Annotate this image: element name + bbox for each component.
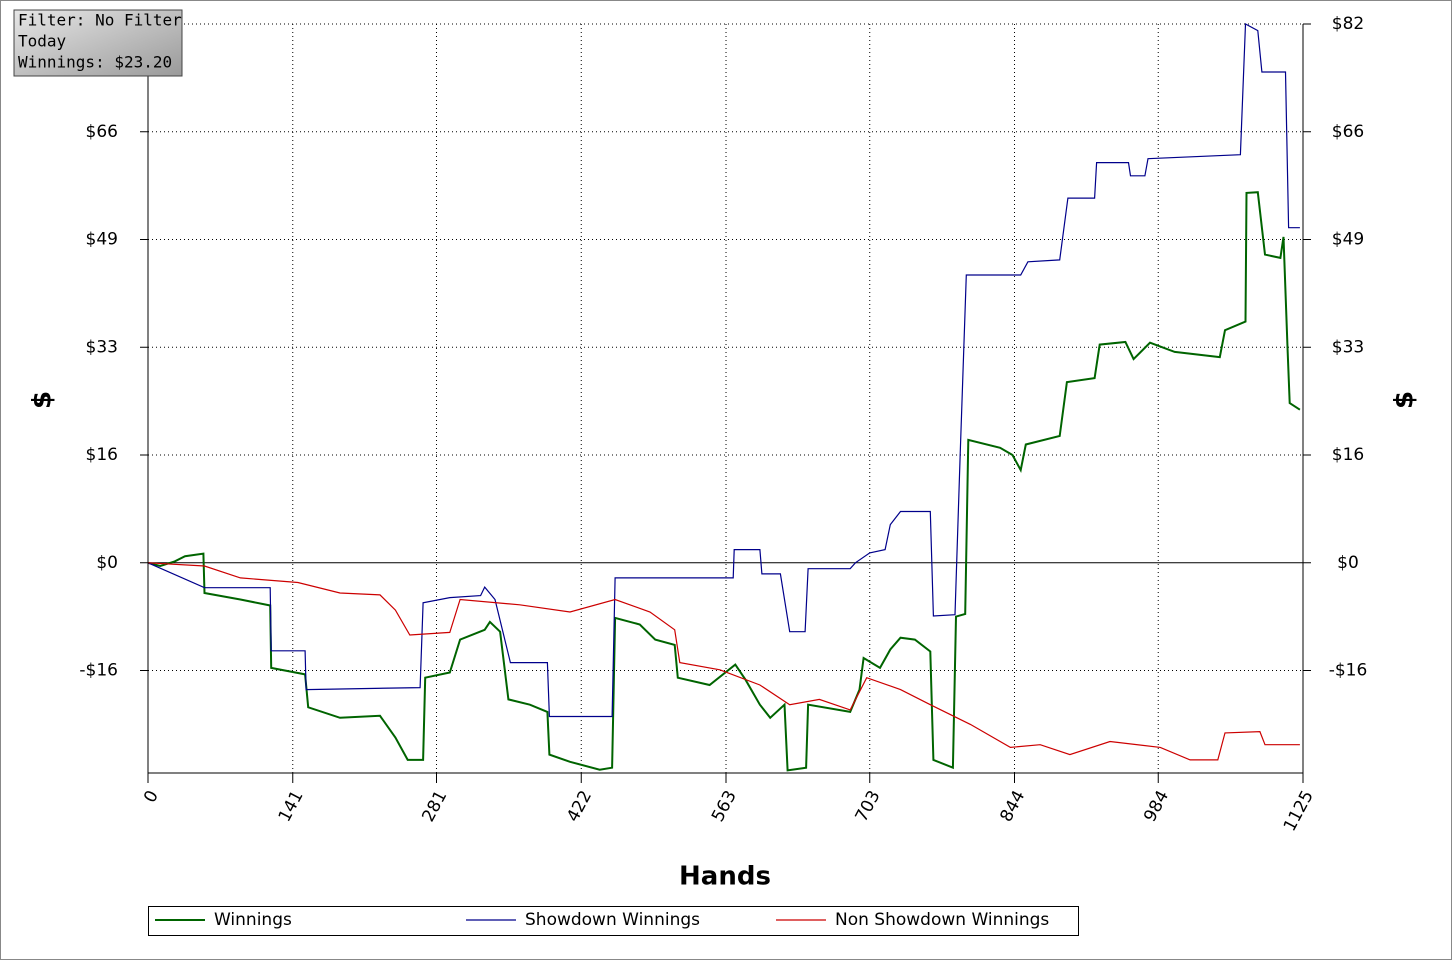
y2-tick-label: $16 <box>1332 445 1364 465</box>
legend: Winnings Showdown Winnings Non Showdown Wi… <box>148 906 1079 936</box>
y-tick-label: $49 <box>86 230 118 250</box>
legend-label: Winnings <box>214 910 292 930</box>
series-line <box>147 23 1300 718</box>
legend-label: Showdown Winnings <box>525 910 700 930</box>
y2-tick-label: $82 <box>1332 14 1364 34</box>
x-axis-label: Hands <box>679 862 771 892</box>
y2-tick-label: $66 <box>1332 122 1364 142</box>
series-line <box>147 191 1301 772</box>
info-text: Winnings: $23.20 <box>18 53 172 72</box>
y-tick-label: $66 <box>86 122 118 142</box>
y2-tick-label: $49 <box>1332 230 1364 250</box>
y-tick-label: -$16 <box>79 661 118 681</box>
legend-box <box>148 906 1079 936</box>
info-box: Filter: No Filter Today Winnings: $23.20 <box>13 9 183 77</box>
y-tick-label: $0 <box>96 553 118 573</box>
info-text: Filter: No Filter <box>18 11 182 30</box>
info-box-bg <box>13 9 183 77</box>
info-text: Today <box>18 32 67 51</box>
y-tick-label: $16 <box>86 445 118 465</box>
y-tick-label: $33 <box>86 337 118 357</box>
legend-label: Non Showdown Winnings <box>835 910 1049 930</box>
y2-tick-label: -$16 <box>1329 661 1368 681</box>
y2-tick-label: $0 <box>1337 553 1359 573</box>
y-axis-label: $ <box>28 391 58 409</box>
lines <box>147 23 1301 772</box>
y2-tick-label: $33 <box>1332 337 1364 357</box>
y2-axis-label: $ <box>1390 391 1420 409</box>
series-line <box>147 562 1300 761</box>
